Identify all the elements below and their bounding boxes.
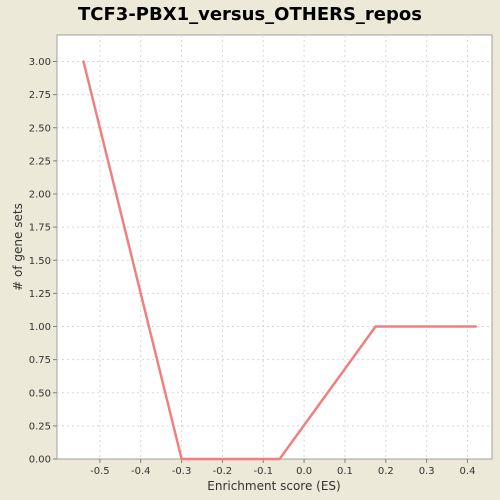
y-tick-label: 2.50	[29, 123, 51, 134]
y-tick-label: 2.75	[29, 90, 51, 101]
x-tick-label: -0.2	[213, 466, 233, 477]
series-line	[82, 60, 477, 461]
x-tick-label: -0.4	[131, 466, 151, 477]
y-tick-label: 0.75	[29, 355, 51, 366]
y-tick-label: 2.25	[29, 156, 51, 167]
x-tick-label: 0.4	[460, 466, 476, 477]
y-tick-label: 1.75	[29, 223, 51, 234]
y-tick-label: 1.00	[29, 322, 51, 333]
y-tick-label: 0.50	[29, 388, 51, 399]
x-tick-label: -0.3	[172, 466, 192, 477]
x-tick-label: 0.3	[419, 466, 435, 477]
x-tick-label: -0.1	[254, 466, 274, 477]
y-axis-title: # of gene sets	[11, 203, 25, 291]
series-layer	[82, 60, 477, 461]
x-tick-label: 0.0	[296, 466, 312, 477]
x-tick-label: -0.5	[90, 466, 110, 477]
y-tick-label: 3.00	[29, 57, 51, 68]
y-tick-label: 0.00	[29, 455, 51, 466]
tick-layer: 0.00 0.25 0.50 0.75 1.00 1.25 1.50 1.75 2.00 2.25…	[29, 57, 476, 477]
y-tick-label: 1.50	[29, 256, 51, 267]
chart-title: TCF3-PBX1_versus_OTHERS_repos	[78, 4, 422, 25]
x-tick-label: 0.2	[378, 466, 394, 477]
x-axis-title: Enrichment score (ES)	[207, 479, 340, 493]
grid-layer	[57, 35, 492, 459]
y-tick-label: 0.25	[29, 421, 51, 432]
x-tick-label: 0.1	[337, 466, 353, 477]
y-tick-label: 1.25	[29, 289, 51, 300]
y-tick-label: 2.00	[29, 190, 51, 201]
